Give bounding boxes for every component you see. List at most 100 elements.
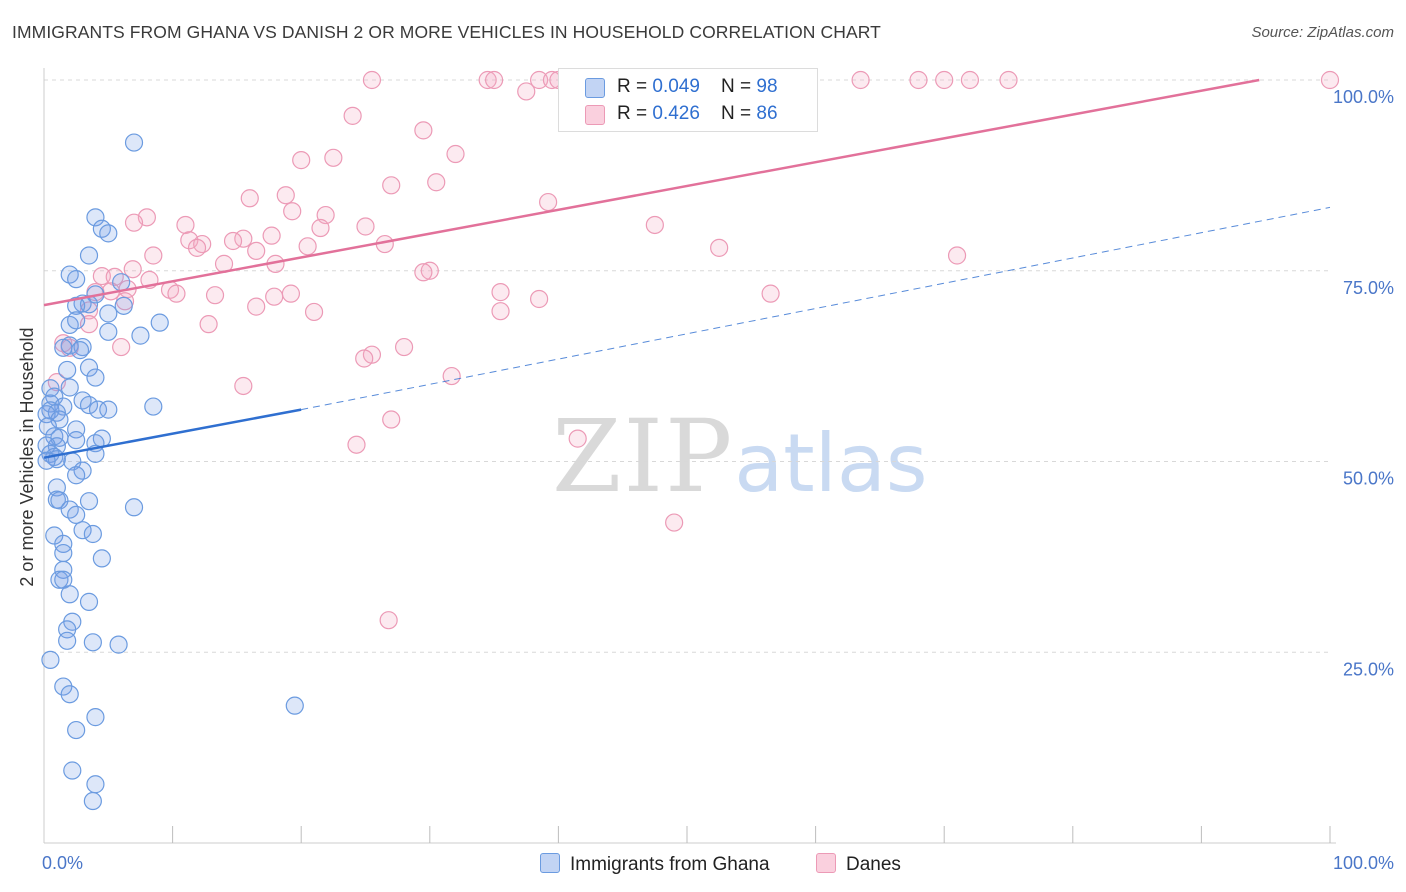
danes-point <box>446 144 465 164</box>
danes-point <box>442 366 461 386</box>
ghana-point <box>99 224 118 243</box>
danes-point <box>420 261 439 280</box>
ghana-point <box>79 395 99 415</box>
ghana-point <box>58 360 77 380</box>
danes-point <box>491 283 510 302</box>
danes-point <box>240 189 259 208</box>
watermark: ZIPatlas <box>552 398 928 515</box>
danes-point <box>281 284 301 303</box>
ghana-point <box>60 585 79 604</box>
danes-point <box>283 202 302 221</box>
ghana-point <box>54 677 73 696</box>
danes-point <box>530 70 549 90</box>
bottom-ghana-swatch <box>540 853 560 873</box>
ghana-point <box>285 696 304 715</box>
danes-point <box>223 231 243 251</box>
danes-point <box>276 186 295 205</box>
ghana-point <box>83 633 102 652</box>
ghana-point <box>109 635 128 654</box>
danes-point <box>324 148 343 167</box>
legend-box: R = 0.049 N = 98 R = 0.426 N = 86 <box>558 68 818 132</box>
ghana-point <box>63 761 82 780</box>
danes-point <box>394 337 414 357</box>
danes-point <box>92 266 111 286</box>
axes <box>43 68 1336 844</box>
danes-point <box>265 287 284 306</box>
bottom-ghana-label: Immigrants from Ghana <box>570 854 770 875</box>
ghana-point <box>83 791 102 811</box>
danes-point <box>176 215 195 235</box>
danes-point <box>362 70 382 90</box>
danes-point <box>935 70 954 90</box>
danes-point <box>247 297 266 316</box>
danes-point <box>112 337 131 357</box>
danes-point <box>304 302 324 322</box>
ghana-point <box>92 549 111 568</box>
ghana-points <box>37 133 304 811</box>
danes-point <box>298 237 317 256</box>
ghana-point <box>86 775 105 794</box>
ghana-point <box>112 273 131 292</box>
ghana-point <box>54 338 73 357</box>
ghana-trend-solid <box>43 408 302 459</box>
danes-point <box>909 70 928 90</box>
ghana-point <box>58 631 77 650</box>
danes-point <box>382 410 401 429</box>
danes-point <box>645 215 664 235</box>
danes-point <box>947 246 967 265</box>
danes-point <box>343 106 362 125</box>
danes-point <box>414 263 433 282</box>
ghana-point <box>83 524 102 544</box>
bottom-legend-ghana: Immigrants from Ghana <box>540 852 770 878</box>
ghana-point <box>150 313 169 332</box>
danes-point <box>199 315 218 334</box>
ghana-point <box>79 246 99 265</box>
ghana-point <box>41 650 60 669</box>
ghana-point <box>67 431 86 450</box>
danes-points <box>47 70 1340 630</box>
danes-point <box>999 70 1018 90</box>
ghana-point <box>86 208 105 227</box>
danes-point <box>382 176 401 195</box>
danes-point <box>485 70 504 90</box>
ghana-point <box>73 337 92 357</box>
ghana-point <box>50 570 69 589</box>
ghana-point <box>54 560 73 579</box>
ghana-swatch <box>585 78 605 98</box>
danes-point <box>205 286 225 305</box>
danes-point <box>355 349 374 368</box>
ghana-point <box>67 296 86 315</box>
danes-point <box>356 217 375 236</box>
ghana-point <box>88 400 108 419</box>
ghana-point <box>54 534 73 554</box>
ghana-point <box>37 451 56 470</box>
danes-point <box>414 121 433 140</box>
danes-point <box>292 151 311 170</box>
ghana-point <box>60 378 79 397</box>
danes-point <box>851 70 870 90</box>
y-tick-label: 25.0% <box>1343 659 1394 679</box>
danes-point <box>187 238 207 257</box>
danes-r-label: R = <box>617 103 653 124</box>
y-tick-label: 75.0% <box>1343 278 1394 298</box>
ghana-point <box>124 498 144 517</box>
danes-point <box>530 289 549 309</box>
chart-title: IMMIGRANTS FROM GHANA VS DANISH 2 OR MOR… <box>12 22 881 42</box>
ghana-point <box>124 133 144 152</box>
ghana-point <box>79 358 99 377</box>
danes-point <box>379 611 398 630</box>
danes-point <box>478 70 497 90</box>
danes-point <box>710 238 729 257</box>
danes-point <box>761 284 780 303</box>
danes-point <box>517 82 536 101</box>
ghana-point <box>79 592 99 611</box>
ghana-point <box>67 720 86 740</box>
danes-n-label: N = <box>721 103 757 124</box>
y-axis-label: 2 or more Vehicles in Household <box>17 327 37 586</box>
danes-point <box>568 429 587 448</box>
ghana-point <box>86 708 105 727</box>
bottom-danes-label: Danes <box>846 854 901 875</box>
trend-lines <box>43 78 1331 459</box>
ghana-point <box>41 379 60 398</box>
